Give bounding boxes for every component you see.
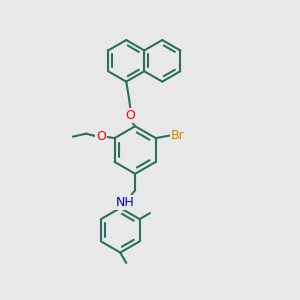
Text: Br: Br [171,129,185,142]
Text: O: O [96,130,106,143]
Text: O: O [126,109,136,122]
Text: NH: NH [116,196,134,208]
